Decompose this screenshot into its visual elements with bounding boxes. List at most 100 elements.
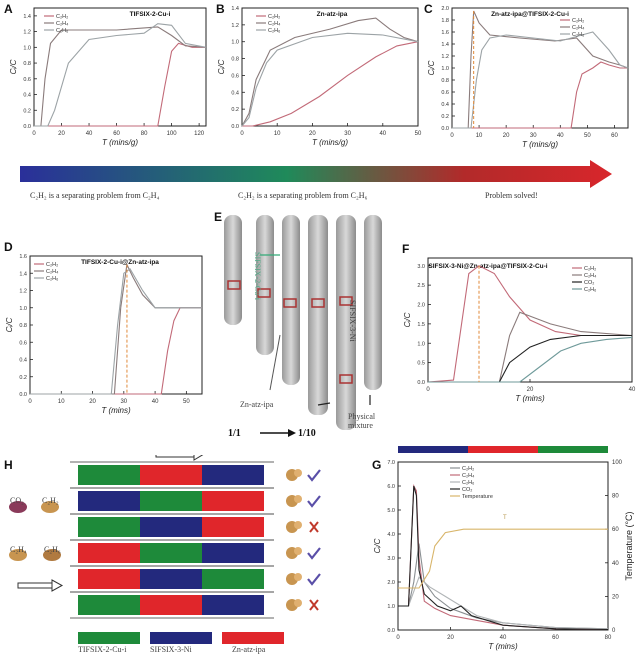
series-line-0 <box>30 307 202 395</box>
packing-segment <box>140 569 202 589</box>
x-tick-label: 60 <box>552 635 559 641</box>
y-tick-label: 1.0 <box>231 40 239 46</box>
y-axis-label: Cᵢ/C <box>217 59 226 74</box>
temperature-annotation: T <box>503 515 507 521</box>
x-axis-label: T (mins/g) <box>522 140 558 149</box>
x-tick-label: 60 <box>113 131 120 137</box>
legend-box <box>222 632 284 644</box>
packing-segment <box>202 491 264 511</box>
packing-segment <box>202 543 264 563</box>
y-tick-label: 2.0 <box>417 303 425 309</box>
y-tick-label: 0.4 <box>19 358 27 364</box>
x-tick-label: 10 <box>58 399 65 405</box>
mark-3 <box>283 298 297 308</box>
cross-icon <box>309 599 319 611</box>
packing-segment <box>140 543 202 563</box>
column-6 <box>364 215 382 390</box>
legend-label: C₂H₆ <box>56 28 68 34</box>
breakthrough-chart-g: 0 20 40 60 80 0.0 1.0 2.0 3.0 4.0 5.0 6.0 7.0 0 20 40 60… <box>373 446 634 651</box>
gas-label-co2: CO₂ <box>10 496 24 505</box>
y-tick-label: 0.0 <box>387 628 395 634</box>
progress-gradient-arrow <box>20 160 612 188</box>
x-tick-label: 40 <box>629 387 636 393</box>
y-tick-label: 1.4 <box>441 42 449 48</box>
y-tick-label: 6.0 <box>387 484 395 490</box>
chart-title: TIFSIX-2-Cu-i@Zn-atz-ipa <box>81 259 159 266</box>
legend-label: C₂H₆ <box>572 32 584 38</box>
x-tick-label: 40 <box>86 131 93 137</box>
chart-title: SIFSIX-3-Ni@Zn-atz-ipa@TIFSIX-2-Cu-i <box>428 263 547 270</box>
x-tick-label: 0 <box>240 131 244 137</box>
series-line-1 <box>241 17 419 127</box>
column-3 <box>282 215 300 385</box>
packing-segment <box>78 543 140 563</box>
y2-axis-label: Temperature (°C) <box>624 511 634 580</box>
series-line-1 <box>428 311 633 383</box>
x-tick-label: 30 <box>120 399 127 405</box>
mark-5 <box>339 296 353 306</box>
y-tick-label: 1.6 <box>441 30 449 36</box>
series-line-0 <box>452 61 628 129</box>
legend-label: C₂H₂ <box>584 266 596 272</box>
gradient-caption-2: C₂H₂ is a separating problem from C₂H₆ <box>238 191 368 200</box>
packing-segment <box>78 595 140 615</box>
y-tick-label: 1.0 <box>19 306 27 312</box>
y-tick-label: 1.5 <box>417 322 425 328</box>
check-icon <box>307 469 321 482</box>
x-tick-label: 30 <box>530 133 537 139</box>
y-tick-label: 0.8 <box>23 61 31 67</box>
x-tick-label: 20 <box>58 131 65 137</box>
label-zn-atz-ipa: Zn-atz-ipa <box>240 400 274 409</box>
panel-label-a: A <box>4 2 13 16</box>
check-icon <box>307 547 321 560</box>
panel-label-f: F <box>402 242 410 256</box>
legend-label: Temperature <box>462 494 493 500</box>
x-tick-label: 40 <box>500 635 507 641</box>
x-tick-label: 0 <box>28 399 32 405</box>
y-tick-label: 0.0 <box>19 392 27 398</box>
molecule-icon <box>294 521 302 529</box>
legend-label: C₂H₄ <box>462 473 475 479</box>
legend-label: C₂H₂ <box>46 262 58 268</box>
packing-segment <box>78 517 140 537</box>
packing-segment <box>78 491 140 511</box>
legend-box <box>150 632 212 644</box>
legend-label: C₂H₄ <box>572 25 585 31</box>
mark-6 <box>339 374 353 384</box>
flow-arrow-top <box>155 455 195 458</box>
y2-tick-label: 40 <box>612 561 619 567</box>
x-axis-label: T (mins) <box>101 406 131 415</box>
series-line-1 <box>452 10 629 129</box>
gas-label-c2h2: C₂H₂ <box>42 496 59 505</box>
y-tick-label: 1.6 <box>19 254 27 260</box>
mark-2 <box>257 288 271 298</box>
packing-segment <box>202 595 264 615</box>
breakthrough-chart-f: 0 20 40 0.0 0.5 1.0 1.5 2.0 2.5 3.0 T (mins) Cᵢ/C SI… <box>403 257 636 403</box>
molecule-icon <box>294 469 302 477</box>
legend-sifsix: SIFSIX-3-Ni <box>150 645 192 654</box>
y-tick-label: 0.6 <box>441 90 449 96</box>
x-tick-label: 20 <box>527 387 534 393</box>
x-tick-label: 50 <box>415 131 422 137</box>
legend-label: C₂H₂ <box>572 18 584 24</box>
y-tick-label: 0.0 <box>441 126 449 132</box>
y-tick-label: 1.0 <box>441 66 449 72</box>
x-tick-label: 40 <box>379 131 386 137</box>
y-tick-label: 1.8 <box>441 18 449 24</box>
x-axis-label: T (mins) <box>515 394 545 403</box>
y-tick-label: 4.0 <box>387 532 395 538</box>
series-line-2 <box>241 32 419 127</box>
ratio-end: 1/10 <box>298 428 316 439</box>
packing-segment <box>140 465 202 485</box>
x-tick-label: 0 <box>396 635 400 641</box>
series-line-2 <box>30 268 202 395</box>
y-tick-label: 3.0 <box>387 556 395 562</box>
molecule-icon <box>294 547 302 555</box>
x-tick-label: 60 <box>611 133 618 139</box>
legend-tifsix: TIFSIX-2-Cu-i <box>78 645 127 654</box>
series-line-3 <box>428 336 633 383</box>
column-5 <box>336 215 356 430</box>
y-tick-label: 3.0 <box>417 264 425 270</box>
packing-segment <box>202 569 264 589</box>
x-tick-label: 30 <box>344 131 351 137</box>
